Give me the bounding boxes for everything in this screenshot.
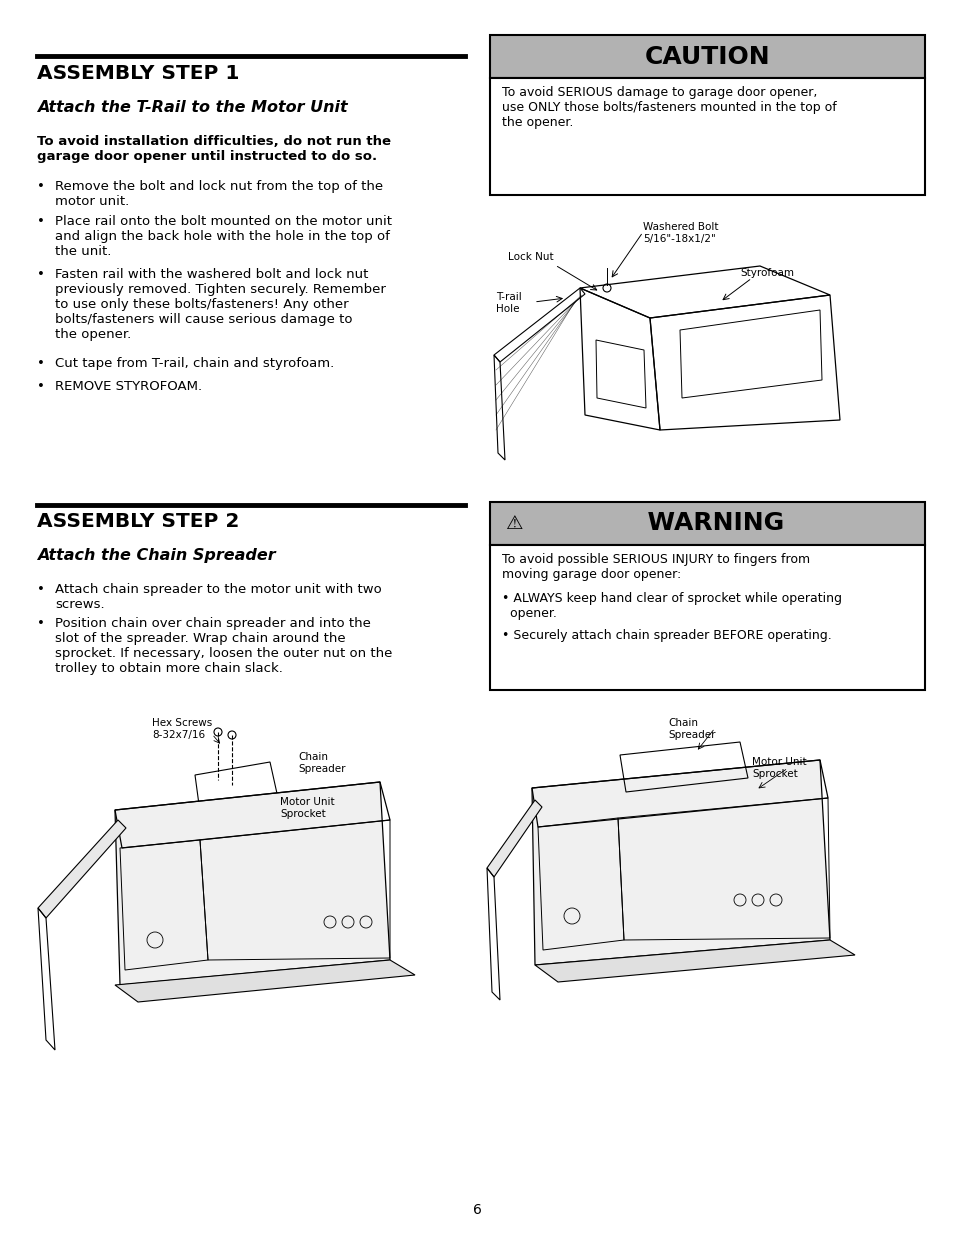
Polygon shape [486,800,541,877]
Text: •: • [37,618,45,630]
Text: Chain
Spreader: Chain Spreader [297,752,345,773]
Polygon shape [115,782,390,986]
Text: • ALWAYS keep hand clear of sprocket while operating
  opener.: • ALWAYS keep hand clear of sprocket whi… [501,592,841,620]
Text: 6: 6 [472,1203,481,1216]
Text: Lock Nut: Lock Nut [507,252,553,262]
Text: Position chain over chain spreader and into the
slot of the spreader. Wrap chain: Position chain over chain spreader and i… [55,618,392,676]
Text: Washered Bolt
5/16"-18x1/2": Washered Bolt 5/16"-18x1/2" [642,222,718,243]
Text: To avoid installation difficulties, do not run the
garage door opener until inst: To avoid installation difficulties, do n… [37,135,391,163]
Text: WARNING: WARNING [630,511,783,536]
Polygon shape [38,820,126,918]
Text: ASSEMBLY STEP 2: ASSEMBLY STEP 2 [37,513,239,531]
Bar [490,545,924,690]
Text: Place rail onto the bolt mounted on the motor unit
and align the back hole with : Place rail onto the bolt mounted on the … [55,215,392,258]
Bar [490,35,924,78]
Text: Motor Unit
Sprocket: Motor Unit Sprocket [280,797,335,819]
Text: ASSEMBLY STEP 1: ASSEMBLY STEP 1 [37,64,239,83]
Text: Chain
Spreader: Chain Spreader [667,718,715,740]
Text: •: • [37,583,45,597]
Text: Attach the Chain Spreader: Attach the Chain Spreader [37,548,275,563]
Text: • Securely attach chain spreader BEFORE operating.: • Securely attach chain spreader BEFORE … [501,629,831,642]
Text: Remove the bolt and lock nut from the top of the
motor unit.: Remove the bolt and lock nut from the to… [55,180,383,207]
Text: Motor Unit
Sprocket: Motor Unit Sprocket [751,757,806,778]
Text: Attach chain spreader to the motor unit with two
screws.: Attach chain spreader to the motor unit … [55,583,381,611]
Text: Fasten rail with the washered bolt and lock nut
previously removed. Tighten secu: Fasten rail with the washered bolt and l… [55,268,385,341]
Bar [490,78,924,195]
Polygon shape [532,760,829,965]
Text: •: • [37,215,45,228]
Polygon shape [535,940,854,982]
Text: Styrofoam: Styrofoam [740,268,793,278]
Text: Attach the T-Rail to the Motor Unit: Attach the T-Rail to the Motor Unit [37,100,347,115]
Text: To avoid SERIOUS damage to garage door opener,
use ONLY those bolts/fasteners mo: To avoid SERIOUS damage to garage door o… [501,86,836,128]
Polygon shape [115,960,415,1002]
Text: •: • [37,180,45,193]
Text: •: • [37,357,45,370]
Bar [490,501,924,545]
Text: •: • [37,268,45,282]
Text: ⚠: ⚠ [505,514,523,534]
Text: T-rail
Hole: T-rail Hole [496,291,521,314]
Text: Cut tape from T-rail, chain and styrofoam.: Cut tape from T-rail, chain and styrofoa… [55,357,334,370]
Text: REMOVE STYROFOAM.: REMOVE STYROFOAM. [55,380,202,393]
Text: CAUTION: CAUTION [644,44,769,68]
Text: •: • [37,380,45,393]
Text: To avoid possible SERIOUS INJURY to fingers from
moving garage door opener:: To avoid possible SERIOUS INJURY to fing… [501,553,809,580]
Text: Hex Screws
8-32x7/16: Hex Screws 8-32x7/16 [152,718,212,740]
